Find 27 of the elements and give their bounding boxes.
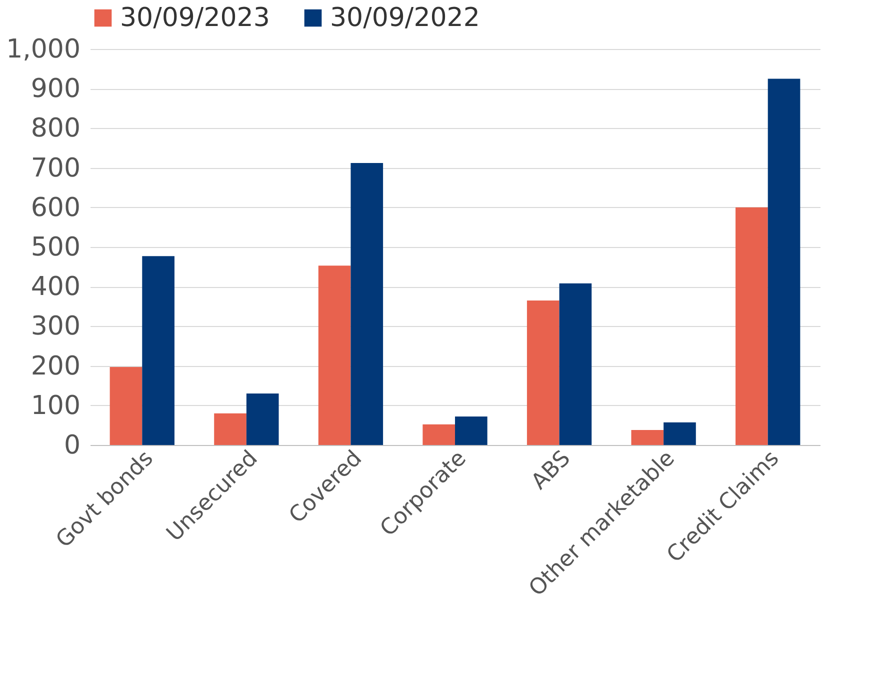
- bar: [768, 78, 800, 445]
- y-tick-label: 800: [30, 114, 80, 144]
- y-tick-label: 500: [30, 232, 80, 262]
- legend-label: 30/09/2022: [330, 3, 480, 33]
- bar: [246, 394, 279, 445]
- bar: [350, 163, 384, 445]
- y-tick-label: 900: [30, 74, 80, 104]
- bar: [559, 283, 592, 445]
- y-tick-label: 400: [30, 272, 80, 302]
- bar: [110, 366, 142, 445]
- y-tick-label: 200: [30, 351, 80, 382]
- y-tick-label: 1,000: [6, 34, 80, 64]
- bar: [318, 266, 351, 445]
- y-tick-label: 100: [30, 390, 80, 421]
- y-tick-label: 700: [30, 153, 80, 184]
- bar: [214, 413, 246, 445]
- y-tick-label: 300: [30, 312, 80, 342]
- bar: [736, 207, 768, 445]
- bar: [422, 424, 455, 445]
- bar: [664, 422, 696, 445]
- bar: [631, 430, 664, 445]
- legend-label: 30/09/2023: [120, 3, 270, 33]
- y-tick-label: 0: [64, 430, 80, 460]
- y-tick-label: 600: [30, 192, 80, 223]
- bar: [526, 300, 560, 445]
- bar: [142, 256, 174, 445]
- bar: [455, 416, 488, 445]
